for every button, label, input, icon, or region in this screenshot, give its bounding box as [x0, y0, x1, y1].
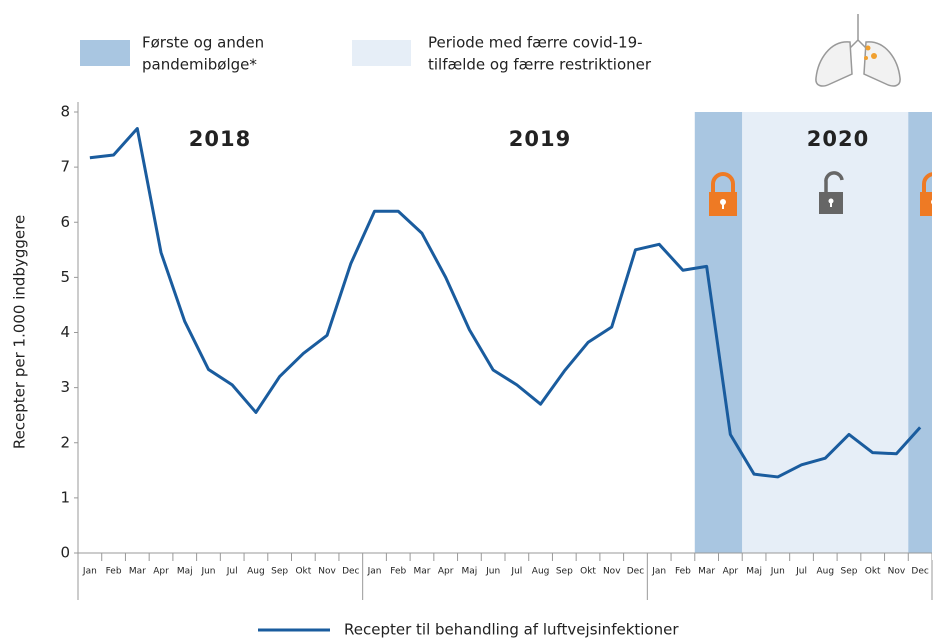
year-label: 2018 [189, 127, 251, 151]
x-tick-label: Nov [603, 567, 621, 577]
y-tick-label: 0 [60, 544, 70, 562]
x-tick-label: Jan [82, 567, 97, 577]
x-tick-label: Aug [532, 567, 550, 577]
x-tick-label: Jan [651, 567, 666, 577]
legend-label: pandemibølge* [142, 56, 257, 74]
x-tick-label: Feb [106, 567, 122, 577]
x-tick-label: Aug [247, 567, 265, 577]
x-tick-label: Sep [840, 567, 857, 577]
y-tick-label: 1 [60, 488, 70, 506]
x-tick-label: Feb [390, 567, 406, 577]
x-tick-label: Jul [226, 567, 238, 577]
x-tick-label: Maj [177, 567, 193, 577]
y-tick-label: 2 [60, 433, 70, 451]
x-tick-label: Apr [153, 567, 169, 577]
y-axis-title: Recepter per 1.000 indbyggere [11, 215, 29, 449]
legend-label: Periode med færre covid-19- [428, 34, 643, 52]
x-tick-label: Jun [770, 567, 785, 577]
period-band [695, 112, 742, 553]
x-tick-label: Maj [462, 567, 478, 577]
x-tick-label: Mar [698, 567, 715, 577]
x-tick-label: Okt [295, 567, 311, 577]
x-tick-label: Dec [342, 567, 359, 577]
y-tick-label: 6 [60, 213, 70, 231]
y-tick-label: 5 [60, 268, 70, 286]
x-tick-label: Feb [675, 567, 691, 577]
legend-swatch [352, 40, 411, 66]
x-tick-label: Dec [911, 567, 928, 577]
clip-edge [932, 100, 940, 560]
x-tick-label: Mar [129, 567, 146, 577]
x-tick-label: Nov [318, 567, 336, 577]
x-tick-label: Nov [888, 567, 906, 577]
x-tick-label: Sep [271, 567, 288, 577]
legend-swatch [80, 40, 130, 66]
legend-label: Første og anden [142, 34, 264, 52]
lungs-icon [816, 14, 900, 86]
x-tick-label: Okt [865, 567, 881, 577]
legend-label: Recepter til behandling af luftvejsinfek… [344, 621, 679, 638]
y-tick-label: 4 [60, 323, 70, 341]
year-label: 2019 [509, 127, 571, 151]
x-tick-label: Apr [438, 567, 454, 577]
x-tick-label: Dec [627, 567, 644, 577]
x-tick-label: Okt [580, 567, 596, 577]
chart: Recepter per 1.000 indbyggere Første og … [0, 0, 940, 638]
x-tick-label: Maj [746, 567, 762, 577]
x-tick-label: Jul [510, 567, 522, 577]
y-tick-label: 3 [60, 378, 70, 396]
x-tick-label: Jan [367, 567, 382, 577]
x-tick-label: Jun [200, 567, 215, 577]
x-tick-label: Jul [795, 567, 807, 577]
x-tick-label: Aug [816, 567, 834, 577]
x-tick-label: Sep [556, 567, 573, 577]
x-tick-label: Apr [723, 567, 739, 577]
x-tick-label: Mar [413, 567, 430, 577]
y-tick-label: 7 [60, 158, 70, 176]
x-tick-label: Jun [485, 567, 500, 577]
y-tick-label: 8 [60, 103, 70, 121]
legend-label: tilfælde og færre restriktioner [428, 56, 652, 74]
year-label: 2020 [807, 127, 869, 151]
